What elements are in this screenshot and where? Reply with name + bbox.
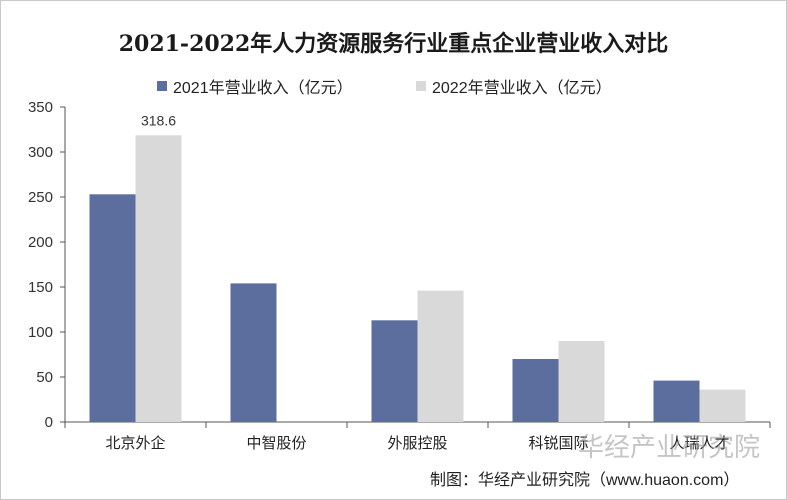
bar-2022 [417,290,464,422]
bar-2021 [230,283,277,422]
y-tick-label: 100 [28,324,53,341]
y-tick-label: 300 [28,144,53,161]
legend-item-2021: 2021年营业收入（亿元） [157,74,353,98]
bar-2022 [699,389,746,422]
bar-2021 [89,194,136,422]
chart-title: 2021-2022年人力资源服务行业重点企业营业收入对比 [118,31,669,57]
bar-2021 [653,380,700,422]
legend: 2021年营业收入（亿元） 2022年营业收入（亿元） [0,74,787,97]
legend-label-2022: 2022年营业收入（亿元） [432,80,612,97]
watermark: 华经产业研究院 [578,433,761,463]
legend-item-2022: 2022年营业收入（亿元） [416,74,612,98]
x-tick-label: 外服控股 [387,435,447,452]
legend-swatch-2021 [157,81,167,91]
legend-label-2021: 2021年营业收入（亿元） [173,80,353,97]
y-tick-label: 250 [28,189,53,206]
data-label: 318.6 [141,112,176,128]
x-tick-label: 科锐国际 [528,435,588,452]
y-tick-label: 50 [36,369,53,386]
bar-2022 [558,341,605,422]
y-tick-label: 0 [45,414,53,431]
x-tick-label: 中智股份 [246,434,306,452]
source-note: 制图：华经产业研究院（www.huaon.com） [430,472,740,489]
x-tick-label: 人瑞人才 [669,435,729,452]
y-tick-label: 150 [28,279,53,296]
x-tick-label: 北京外企 [105,434,165,452]
legend-swatch-2022 [416,81,426,91]
y-tick-label: 350 [28,99,53,116]
bar-2021 [512,359,559,422]
bar-2022 [135,135,182,422]
y-tick-label: 200 [28,234,53,251]
bar-2021 [371,320,418,422]
